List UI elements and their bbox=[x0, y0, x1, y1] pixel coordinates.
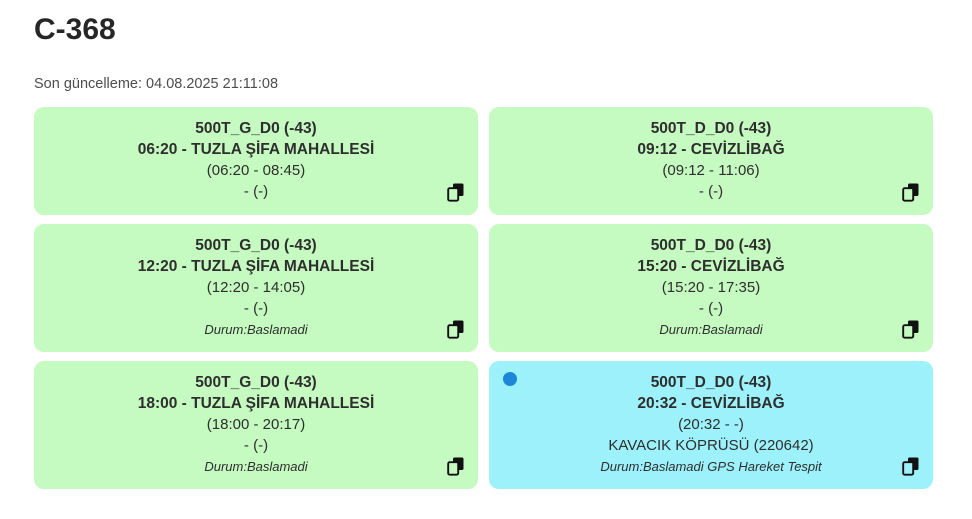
trip-cards-grid: 500T_G_D0 (-43) 06:20 - TUZLA ŞİFA MAHAL… bbox=[34, 107, 938, 489]
trip-card[interactable]: 500T_D_D0 (-43) 09:12 - CEVİZLİBAĞ (09:1… bbox=[489, 107, 933, 215]
page-title: C-368 bbox=[34, 13, 116, 46]
copy-icon[interactable] bbox=[447, 183, 465, 202]
trip-line-code: 500T_D_D0 (-43) bbox=[650, 374, 772, 391]
trip-planned-range: (12:20 - 14:05) bbox=[206, 279, 306, 296]
trip-status: Durum:Baslamadi bbox=[204, 322, 308, 337]
trip-line-code: 500T_G_D0 (-43) bbox=[195, 237, 317, 254]
trip-planned-range: (06:20 - 08:45) bbox=[206, 162, 306, 179]
trip-departure: 20:32 - CEVİZLİBAĞ bbox=[637, 395, 785, 412]
trip-detail: - (-) bbox=[243, 300, 269, 317]
trip-planned-range: (20:32 - -) bbox=[678, 416, 744, 433]
trip-detail: - (-) bbox=[698, 183, 724, 200]
trip-line-code: 500T_G_D0 (-43) bbox=[195, 374, 317, 391]
trip-card[interactable]: 500T_D_D0 (-43) 15:20 - CEVİZLİBAĞ (15:2… bbox=[489, 224, 933, 352]
last-update-label: Son güncelleme: 04.08.2025 21:11:08 bbox=[34, 76, 279, 92]
copy-icon[interactable] bbox=[902, 457, 920, 476]
trip-detail: - (-) bbox=[243, 437, 269, 454]
trip-detail: - (-) bbox=[698, 300, 724, 317]
trip-departure: 09:12 - CEVİZLİBAĞ bbox=[637, 141, 785, 158]
trip-line-code: 500T_D_D0 (-43) bbox=[650, 237, 772, 254]
trip-planned-range: (18:00 - 20:17) bbox=[206, 416, 306, 433]
copy-icon[interactable] bbox=[902, 183, 920, 202]
trip-card[interactable]: 500T_G_D0 (-43) 12:20 - TUZLA ŞİFA MAHAL… bbox=[34, 224, 478, 352]
trip-departure: 06:20 - TUZLA ŞİFA MAHALLESİ bbox=[137, 141, 375, 158]
trip-detail: - (-) bbox=[243, 183, 269, 200]
copy-icon[interactable] bbox=[447, 457, 465, 476]
copy-icon[interactable] bbox=[447, 320, 465, 339]
page: C-368 Son güncelleme: 04.08.2025 21:11:0… bbox=[0, 13, 972, 489]
trip-planned-range: (09:12 - 11:06) bbox=[662, 162, 760, 179]
trip-status: Durum:Baslamadi bbox=[659, 322, 763, 337]
trip-card[interactable]: 500T_G_D0 (-43) 18:00 - TUZLA ŞİFA MAHAL… bbox=[34, 361, 478, 489]
trip-detail: KAVACIK KÖPRÜSÜ (220642) bbox=[608, 437, 814, 454]
trip-card[interactable]: 500T_G_D0 (-43) 06:20 - TUZLA ŞİFA MAHAL… bbox=[34, 107, 478, 215]
trip-planned-range: (15:20 - 17:35) bbox=[661, 279, 761, 296]
copy-icon[interactable] bbox=[902, 320, 920, 339]
trip-departure: 15:20 - CEVİZLİBAĞ bbox=[637, 258, 785, 275]
trip-status: Durum:Baslamadi GPS Hareket Tespit bbox=[600, 459, 822, 474]
trip-card-active[interactable]: 500T_D_D0 (-43) 20:32 - CEVİZLİBAĞ (20:3… bbox=[489, 361, 933, 489]
trip-departure: 12:20 - TUZLA ŞİFA MAHALLESİ bbox=[137, 258, 375, 275]
trip-status: Durum:Baslamadi bbox=[204, 459, 308, 474]
trip-departure: 18:00 - TUZLA ŞİFA MAHALLESİ bbox=[137, 395, 375, 412]
active-trip-dot-icon bbox=[503, 372, 517, 386]
trip-line-code: 500T_G_D0 (-43) bbox=[195, 120, 317, 137]
trip-line-code: 500T_D_D0 (-43) bbox=[650, 120, 772, 137]
